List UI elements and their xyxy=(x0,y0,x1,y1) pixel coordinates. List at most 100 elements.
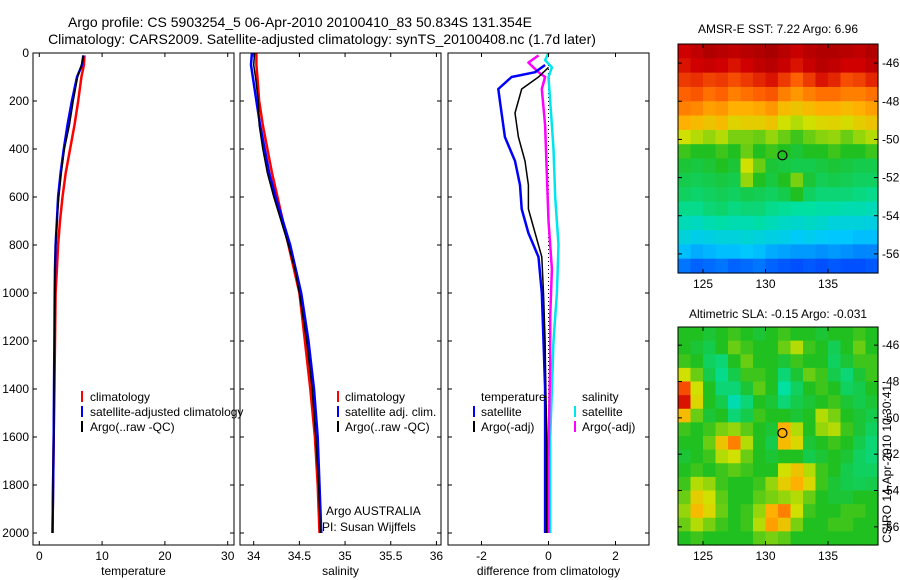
salinity-series-line-2 xyxy=(252,52,322,534)
heatmap-cell xyxy=(778,230,792,245)
heatmap-cell xyxy=(790,72,804,88)
heatmap-cell xyxy=(865,449,879,464)
heatmap-cell xyxy=(790,258,804,274)
y-tick-label: -50 xyxy=(882,411,900,425)
heatmap-cell xyxy=(740,172,754,188)
heatmap-cell xyxy=(678,215,692,231)
heatmap-cell xyxy=(765,72,779,88)
heatmap-cell xyxy=(853,230,867,245)
heatmap-cell xyxy=(728,327,742,342)
heatmap-cell xyxy=(703,531,717,546)
heatmap-cell xyxy=(778,354,792,369)
heatmap-cell xyxy=(828,230,842,245)
heatmap-cell xyxy=(703,258,717,274)
heatmap-cell xyxy=(728,230,742,245)
temperature-x-axis-label: temperature xyxy=(101,564,166,578)
heatmap-cell xyxy=(853,44,867,59)
heatmap-cell xyxy=(815,504,829,519)
heatmap-cell xyxy=(690,215,704,231)
x-tick-label: 20 xyxy=(158,549,172,563)
heatmap-cell xyxy=(740,101,754,117)
heatmap-cell xyxy=(728,172,742,188)
heatmap-cell xyxy=(865,158,879,174)
heatmap-cell xyxy=(703,187,717,203)
sst-map-title: AMSR-E SST: 7.22 Argo: 6.96 xyxy=(698,22,858,36)
heatmap-cell xyxy=(803,490,817,505)
heatmap-cell xyxy=(815,86,829,102)
heatmap-cell xyxy=(690,258,704,274)
heatmap-cell xyxy=(828,129,842,145)
x-tick-label: 30 xyxy=(221,549,235,563)
heatmap-cell xyxy=(740,86,754,102)
heatmap-cell xyxy=(678,258,692,274)
heatmap-cell xyxy=(703,115,717,131)
heatmap-cell xyxy=(790,230,804,245)
heatmap-cell xyxy=(803,215,817,231)
difference-series-line-3 xyxy=(514,66,550,533)
heatmap-cell xyxy=(728,258,742,274)
heatmap-cell xyxy=(790,44,804,59)
heatmap-cell xyxy=(840,463,854,478)
heatmap-cell xyxy=(815,490,829,505)
heatmap-cell xyxy=(740,201,754,217)
heatmap-cell xyxy=(790,187,804,203)
heatmap-cell xyxy=(865,422,879,437)
heatmap-cell xyxy=(815,476,829,492)
heatmap-cell xyxy=(778,172,792,188)
heatmap-cell xyxy=(715,504,729,519)
heatmap-cell xyxy=(703,230,717,245)
heatmap-cell xyxy=(828,258,842,274)
heatmap-cell xyxy=(753,327,767,342)
x-tick-label: 35.5 xyxy=(379,549,403,563)
heatmap-cell xyxy=(865,244,879,260)
heatmap-cell xyxy=(765,504,779,519)
heatmap-cell xyxy=(840,115,854,131)
heatmap-cell xyxy=(828,354,842,369)
heatmap-cell xyxy=(815,258,829,274)
x-tick-label: -2 xyxy=(476,549,487,563)
y-tick-label: -48 xyxy=(882,375,900,389)
heatmap-cell xyxy=(753,44,767,59)
heatmap-cell xyxy=(728,449,742,464)
legend-label: Argo(..raw -QC) xyxy=(90,420,175,434)
heatmap-cell xyxy=(840,144,854,160)
heatmap-cell xyxy=(753,463,767,478)
heatmap-cell xyxy=(815,58,829,74)
heatmap-cell xyxy=(853,395,867,410)
heatmap-cell xyxy=(853,72,867,88)
heatmap-cell xyxy=(715,258,729,274)
heatmap-cell xyxy=(765,44,779,59)
heatmap-cell xyxy=(865,72,879,88)
heatmap-cell xyxy=(765,144,779,160)
heatmap-cell xyxy=(865,187,879,203)
heatmap-cell xyxy=(753,215,767,231)
heatmap-cell xyxy=(828,490,842,505)
heatmap-cell xyxy=(678,201,692,217)
heatmap-cell xyxy=(803,340,817,355)
heatmap-cell xyxy=(678,86,692,102)
heatmap-cell xyxy=(753,101,767,117)
heatmap-cell xyxy=(765,436,779,451)
heatmap-cell xyxy=(690,449,704,464)
heatmap-cell xyxy=(690,158,704,174)
heatmap-cell xyxy=(740,340,754,355)
heatmap-cell xyxy=(715,395,729,410)
heatmap-cell xyxy=(865,490,879,505)
heatmap-cell xyxy=(778,463,792,478)
heatmap-cell xyxy=(728,115,742,131)
heatmap-cell xyxy=(728,58,742,74)
heatmap-cell xyxy=(803,44,817,59)
salinity-x-axis-label: salinity xyxy=(322,564,359,578)
heatmap-cell xyxy=(690,115,704,131)
y-tick-label: 0 xyxy=(22,46,29,60)
heatmap-cell xyxy=(753,144,767,160)
heatmap-cell xyxy=(728,476,742,492)
heatmap-cell xyxy=(678,517,692,532)
temperature-panel: 0 10 20 30 0 200 400 600 800 1000 1200 1400 1600 1800… xyxy=(2,46,243,578)
heatmap-cell xyxy=(678,72,692,88)
heatmap-cell xyxy=(778,201,792,217)
heatmap-cell xyxy=(703,490,717,505)
heatmap-cell xyxy=(765,476,779,492)
heatmap-cell xyxy=(853,244,867,260)
